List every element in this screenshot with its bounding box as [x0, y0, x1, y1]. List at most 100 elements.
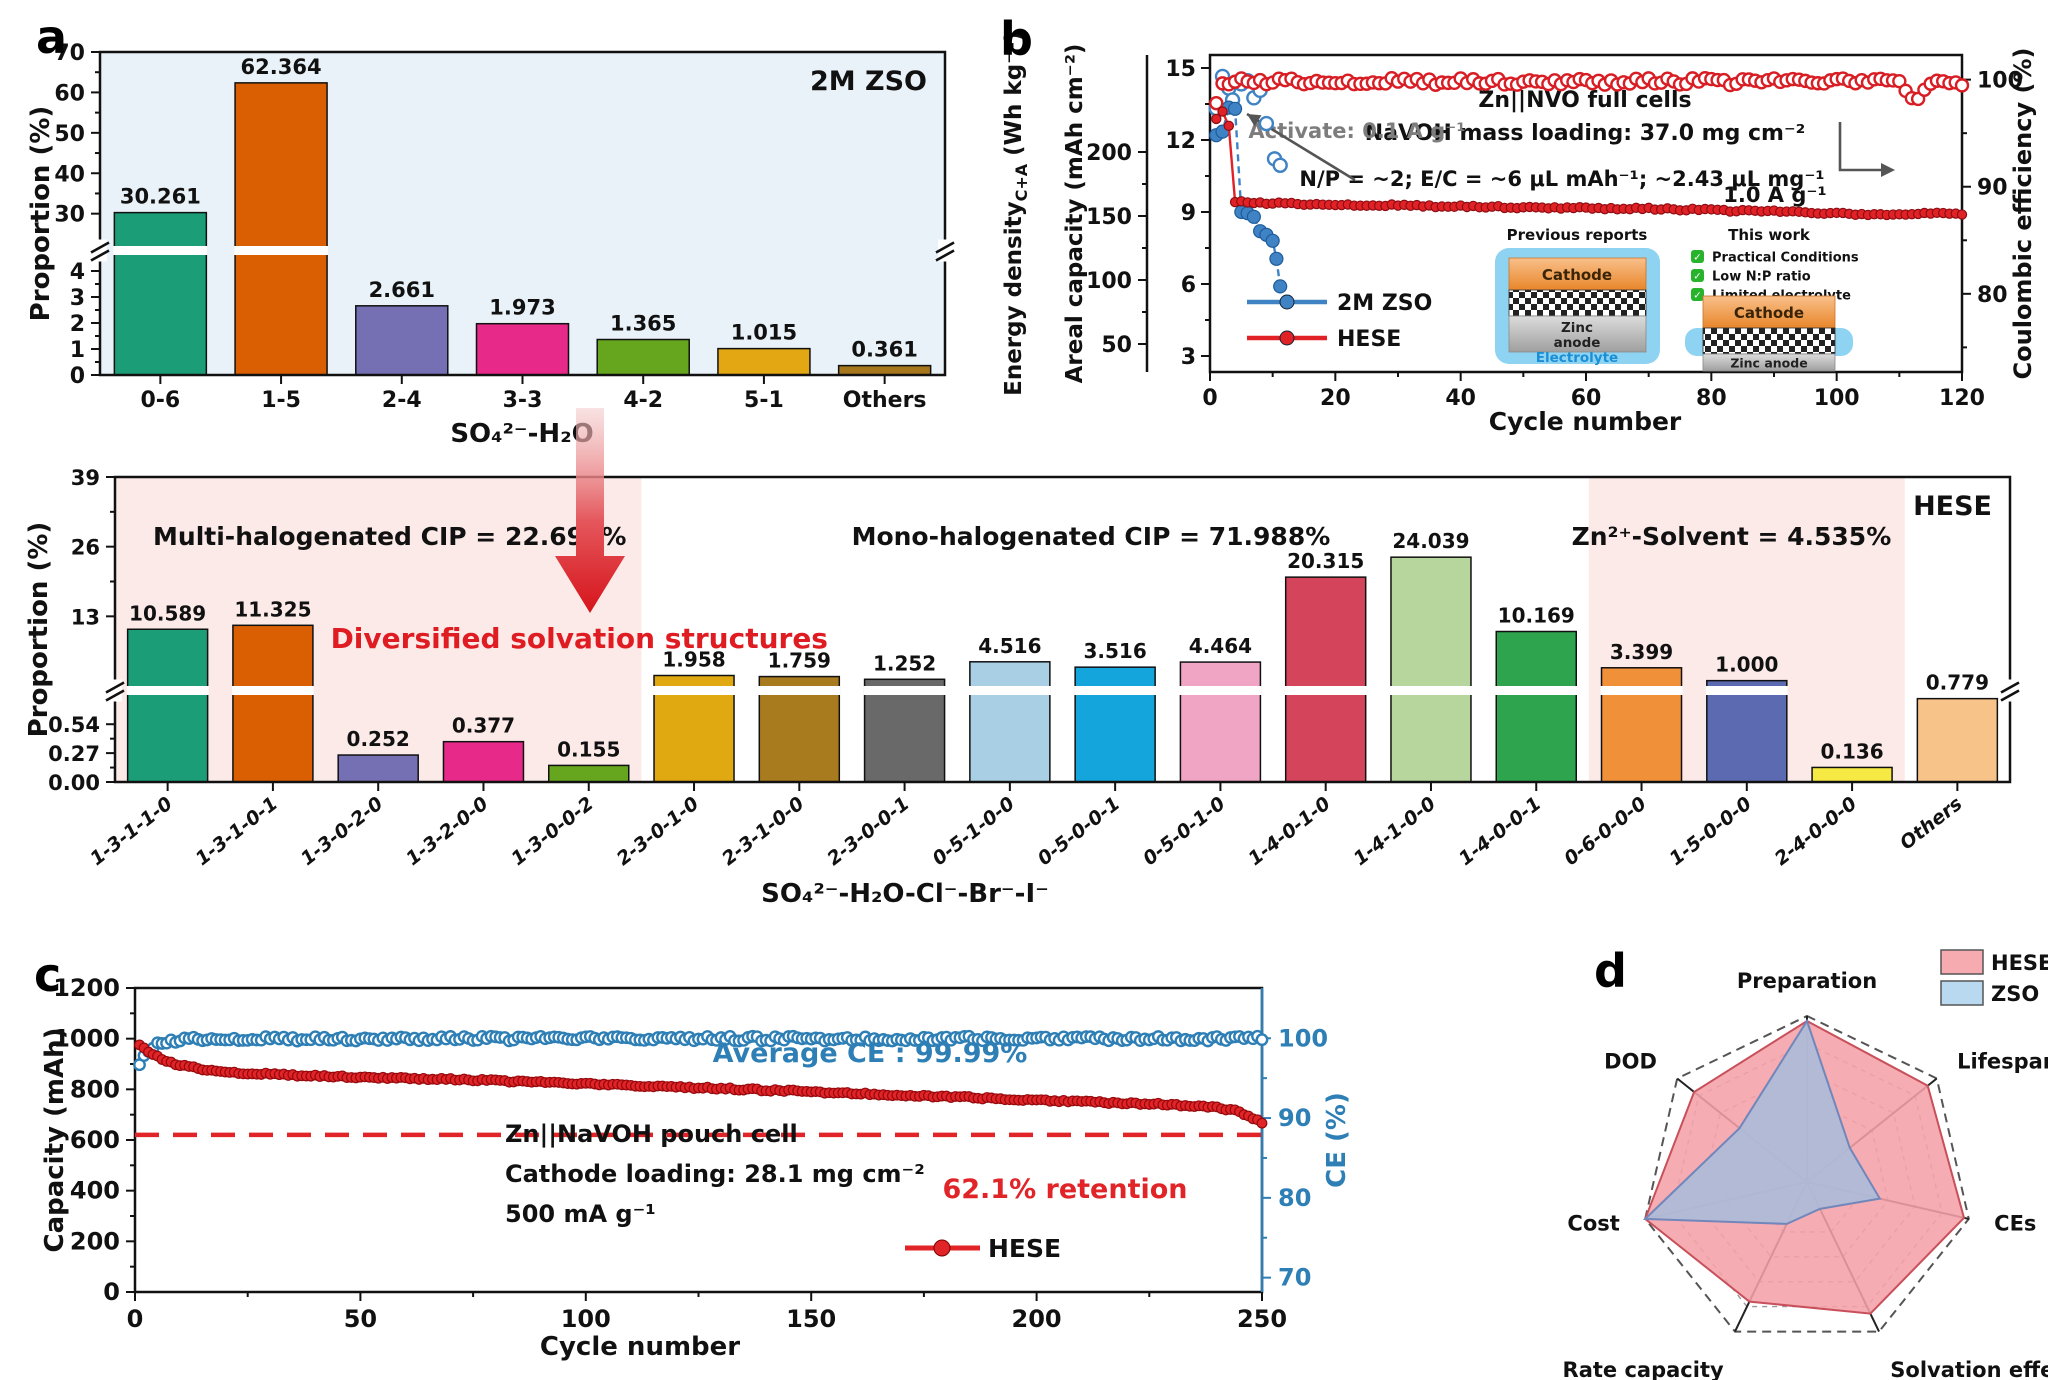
x-category-label: 2-4-0-0-0	[1771, 793, 1861, 870]
capacity-tick-label: 9	[1181, 201, 1196, 226]
radar-series-ZSO	[1642, 1018, 1882, 1225]
x-category-label: 1-4-0-1-0	[1244, 793, 1334, 870]
bar-4-2	[596, 338, 690, 376]
x-tick-label: 80	[1696, 386, 1727, 411]
y-tick-label: 0	[103, 1278, 120, 1306]
ce-tick-label: 80	[1278, 1184, 1311, 1212]
bar-value-label: 24.039	[1392, 529, 1469, 553]
svg-text:3: 3	[70, 286, 85, 311]
radar-axis-label: Lifespan	[1957, 1049, 2048, 1073]
ce-axis-title: CE (%)	[1322, 1092, 1352, 1188]
x-category-label: 0-6-0-0-0	[1560, 793, 1650, 870]
panel-b-chart: 0 20 40 60 80 100 120 3 6 9 12 15 80 90 100 50 100 150 200…	[985, 10, 2048, 455]
x-tick-label: 0	[127, 1305, 144, 1333]
capacity-tick-label: 12	[1165, 129, 1196, 154]
bar-value-label: 30.261	[120, 185, 201, 209]
panel-hese-chart: 10.589 11.325 0.252 0.377 0.155 1.958 1.759 1.2…	[24, 450, 2048, 950]
bar-2-4	[355, 305, 449, 376]
chart-c: 0 50 100 150 200 250 0 200 400 600 800 1000 1200 70 80…	[40, 974, 1352, 1362]
x-category-label: 5-1	[744, 388, 784, 413]
x-category-label: 1-5	[261, 388, 301, 413]
x-category-label: 2-3-1-0-0	[718, 793, 808, 870]
chart-hese: 10.589 11.325 0.252 0.377 0.155 1.958 1.759 1.2…	[24, 466, 2020, 909]
radar-chart: Preparation Lifespan CEs Solvation effects R…	[1563, 949, 2048, 1380]
activate-text: Activate: 0.1 A g⁻¹	[1248, 119, 1465, 143]
legend-label: ZSO	[1991, 982, 2039, 1006]
x-category-label: 0-6	[140, 388, 180, 413]
bar-3-3	[475, 322, 570, 376]
bar-0-5-0-1-0	[1179, 661, 1262, 783]
ce-tick-label: 100	[1278, 1024, 1328, 1052]
bar-value-label: 1.252	[873, 651, 936, 675]
series-hese-capacity	[1211, 106, 1968, 221]
legend: HESE ZSO	[1940, 949, 2048, 1006]
panel-letter-b: b	[1000, 12, 1033, 66]
x-category-label: 1-4-1-0-0	[1350, 793, 1440, 870]
bar-value-label: 62.364	[241, 55, 322, 79]
ce-tick-label: 90	[1278, 1104, 1311, 1132]
x-category-label: 2-3-0-1-0	[613, 793, 703, 870]
x-axis-title: Cycle number	[540, 1332, 740, 1362]
x-category-label: 1-3-0-2-0	[297, 793, 387, 870]
energy-axis-title: Energy densityC+A (Wh kg⁻¹)	[1001, 31, 1031, 396]
rate-text: 500 mA g⁻¹	[505, 1200, 656, 1228]
radar-axis-label: Preparation	[1737, 969, 1877, 993]
annotation: Mono-halogenated CIP = 71.988%	[852, 522, 1331, 551]
bar-5-1	[717, 347, 811, 376]
down-arrow-icon	[555, 408, 625, 613]
radar-axis-label: DOD	[1604, 1049, 1657, 1073]
svg-text:0.00: 0.00	[48, 771, 100, 795]
check-label: Low N:P ratio	[1712, 270, 1811, 285]
bar-2-3-0-0-1	[863, 678, 946, 783]
average-ce-text: Average CE : 99.99%	[713, 1038, 1028, 1069]
x-category-label: 1-4-0-0-1	[1455, 793, 1545, 870]
bar-value-label: 11.325	[234, 597, 311, 621]
inset-this-work: This work ✓ Practical Conditions ✓ Low N:P r…	[1685, 226, 1859, 372]
inset-electrolyte-label: Electrolyte	[1536, 350, 1618, 366]
svg-text:60: 60	[54, 81, 85, 106]
svg-text:30: 30	[54, 203, 85, 228]
y-tick-label: 600	[70, 1126, 120, 1154]
inset-anode-label: Zinc	[1561, 320, 1593, 336]
y-tick-label: 1200	[53, 974, 120, 1002]
x-category-label: 1-5-0-0-0	[1665, 793, 1755, 870]
bar-value-label: 4.516	[978, 634, 1041, 658]
bar-Others	[1916, 697, 1999, 783]
corner-label: 2M ZSO	[810, 66, 927, 97]
bar-0-6-0-0-0	[1600, 667, 1683, 783]
corner-label: HESE	[1913, 491, 1992, 522]
ce-axis-title: Coulombic efficiency (%)	[2009, 48, 2037, 380]
bar-value-label: 0.136	[1820, 739, 1883, 763]
radar-axis-label: Rate capacity	[1563, 1358, 1724, 1380]
ce-tick-label: 70	[1278, 1264, 1311, 1292]
panel-a-chart: 30.261 62.364 2.661 1.973 1.365 1.015 0.361 30 4…	[25, 10, 975, 455]
panel-letter-a: a	[36, 10, 68, 64]
radar-axis-label: CEs	[1994, 1212, 2036, 1236]
check-icon: ✓	[1693, 272, 1701, 283]
x-category-label: 4-2	[623, 388, 663, 413]
svg-text:0.54: 0.54	[48, 713, 100, 737]
legend-label: 2M ZSO	[1337, 291, 1432, 316]
x-category-label: 0-5-1-0-0	[928, 793, 1018, 870]
bar-1-3-1-1-0	[126, 628, 209, 783]
energy-tick-label: 200	[1086, 141, 1132, 166]
capacity-tick-label: 6	[1181, 273, 1196, 298]
ce-tick-label: 80	[1977, 283, 2008, 308]
inset-anode-label-3: Zinc anode	[1730, 356, 1807, 371]
cell-text: Zn||NaVOH pouch cell	[505, 1120, 798, 1148]
inset-previous-reports: Previous reports Cathode ZincanodeElectrol…	[1495, 226, 1660, 366]
svg-text:70: 70	[54, 41, 85, 66]
series-hese-ce	[1209, 71, 1970, 111]
svg-text:4: 4	[70, 260, 85, 285]
x-tick-label: 0	[1202, 386, 1217, 411]
svg-text:40: 40	[54, 162, 85, 187]
x-axis-title: SO₄²⁻-H₂O	[450, 419, 593, 449]
legend-label: HESE	[988, 1234, 1061, 1263]
x-category-label: 2-4	[382, 388, 422, 413]
bar-1-3-0-2-0	[337, 754, 419, 783]
cell-title: Zn||NVO full cells	[1478, 88, 1691, 113]
annotation: Zn²⁺-Solvent = 4.535%	[1572, 522, 1892, 551]
chart-b: 0 20 40 60 80 100 120 3 6 9 12 15 80 90 100 50 100 150 200…	[1001, 31, 2037, 436]
bar-value-label: 1.958	[662, 648, 725, 672]
x-axis-title: Cycle number	[1489, 407, 1682, 436]
